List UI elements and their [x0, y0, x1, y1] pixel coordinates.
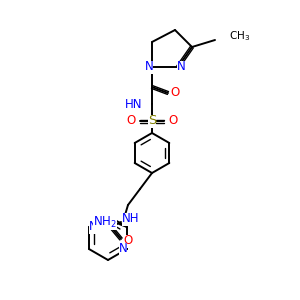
Text: O: O [168, 115, 178, 128]
Text: CH$_3$: CH$_3$ [229, 29, 250, 43]
Text: O: O [123, 235, 133, 248]
Text: NH$_2$: NH$_2$ [93, 214, 117, 230]
Text: O: O [126, 115, 136, 128]
Text: N: N [88, 220, 97, 233]
Text: N: N [177, 61, 185, 74]
Text: S: S [148, 115, 156, 128]
Text: O: O [170, 85, 180, 98]
Text: N: N [145, 61, 153, 74]
Text: HN: HN [124, 98, 142, 110]
Text: N: N [119, 242, 128, 256]
Text: NH: NH [122, 212, 140, 226]
